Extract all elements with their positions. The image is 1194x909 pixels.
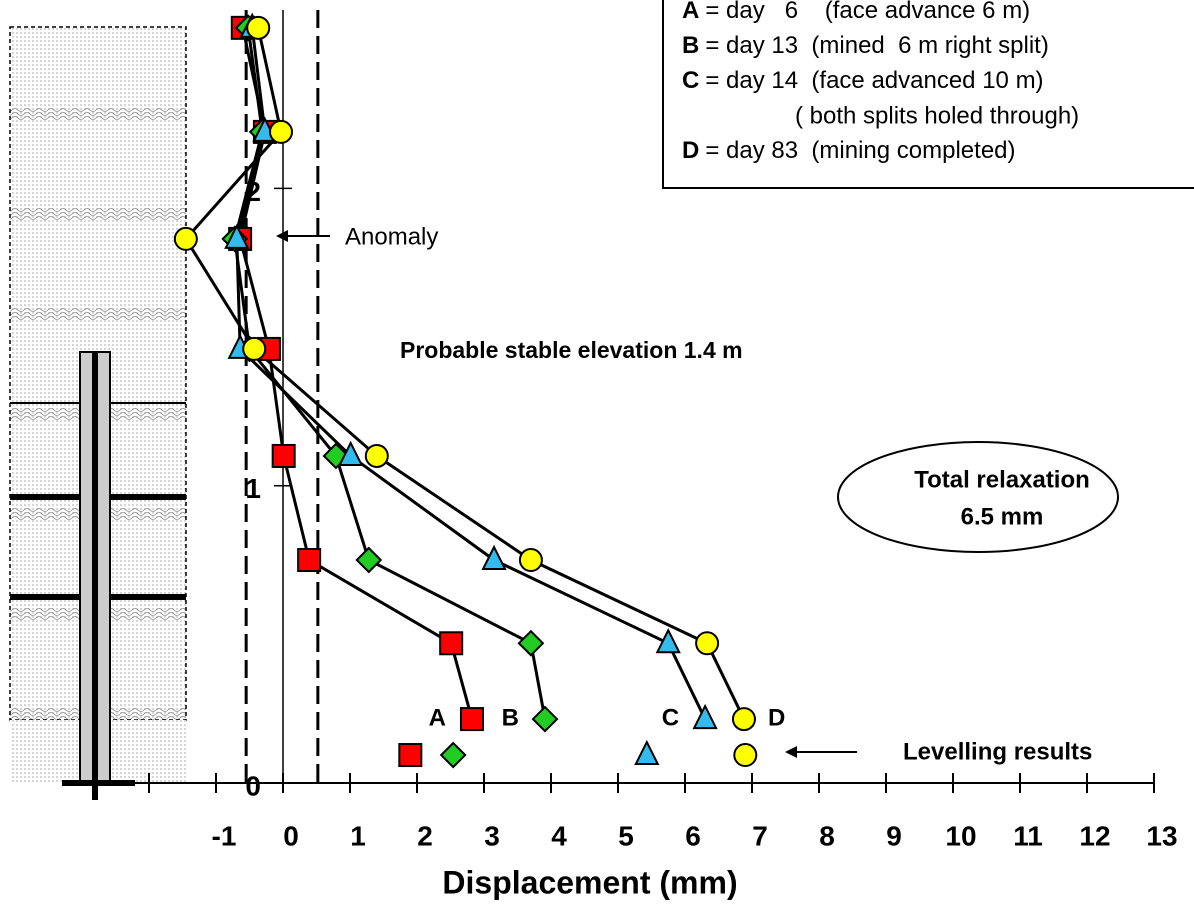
x-tick-label: 0 xyxy=(283,820,299,851)
marker xyxy=(459,707,484,732)
marker xyxy=(518,548,543,573)
legend-entry: A = day 6 (face advance 6 m) xyxy=(682,0,1030,24)
marker xyxy=(439,631,464,656)
x-tick-label: 12 xyxy=(1079,820,1110,851)
annotation: Total relaxation xyxy=(914,466,1090,493)
series-line xyxy=(233,27,547,720)
x-tick-label: 13 xyxy=(1146,820,1177,851)
x-tick-label: 7 xyxy=(752,820,768,851)
x-tick-label: 2 xyxy=(417,820,433,851)
marker xyxy=(655,628,681,654)
marker xyxy=(173,226,198,251)
legend: A = day 6 (face advance 6 m)B = day 13 (mi… xyxy=(682,0,1049,164)
marker xyxy=(531,705,559,733)
annotation: Probable stable elevation 1.4 m xyxy=(400,337,743,363)
x-tick-label: 1 xyxy=(350,820,366,851)
marker xyxy=(338,440,364,466)
legend-key: B xyxy=(682,32,699,59)
legend-text: = day 14 (face advanced 10 m) xyxy=(705,67,1043,94)
marker xyxy=(246,15,271,40)
marker xyxy=(364,443,389,468)
x-tick-label: 6 xyxy=(685,820,701,851)
marker xyxy=(695,631,720,656)
x-tick-label: -1 xyxy=(212,820,237,851)
marker xyxy=(517,629,545,657)
marker xyxy=(692,703,718,730)
x-tick-label: 10 xyxy=(945,820,976,851)
arrow-head xyxy=(785,746,797,758)
x-tick-label: 3 xyxy=(484,820,500,851)
legend-box xyxy=(662,0,1194,189)
levelling-marker xyxy=(398,743,423,768)
levelling-marker xyxy=(733,743,758,768)
y-tick-label: 1 xyxy=(245,473,261,504)
legend-key: C xyxy=(682,67,699,94)
x-tick-label: 5 xyxy=(618,820,634,851)
levelling-marker xyxy=(439,741,467,769)
series-label: A xyxy=(429,704,446,731)
legend-text: = day 13 (mined 6 m right split) xyxy=(705,32,1048,59)
legend-entry: C = day 14 (face advanced 10 m) xyxy=(682,67,1044,94)
marker xyxy=(355,546,383,574)
legend-entry: D = day 83 (mining completed) xyxy=(682,137,1016,164)
legend-note: ( both splits holed through) xyxy=(795,102,1079,129)
marker xyxy=(481,544,507,571)
legend-key: D xyxy=(682,137,699,164)
arrow-head xyxy=(276,230,288,242)
legend-key: A xyxy=(682,0,699,24)
levelling-marker xyxy=(634,739,660,766)
x-tick-label: 11 xyxy=(1013,820,1043,851)
legend-text: = day 83 (mining completed) xyxy=(705,137,1015,164)
annotation: Anomaly xyxy=(345,223,438,250)
marker xyxy=(322,442,350,470)
marker xyxy=(268,119,293,144)
series-line xyxy=(183,27,746,720)
marker xyxy=(731,707,756,732)
marker xyxy=(242,336,267,361)
legend-entry: B = day 13 (mined 6 m right split) xyxy=(682,32,1049,59)
x-tick-label: 8 xyxy=(819,820,835,851)
marker xyxy=(271,443,296,468)
levelling-label: Levelling results xyxy=(903,738,1092,765)
borehole-diagram xyxy=(9,26,187,800)
x-axis-title: Displacement (mm) xyxy=(442,864,737,900)
marker xyxy=(224,223,250,249)
x-tick-label: 9 xyxy=(886,820,902,851)
series-label: B xyxy=(502,704,519,731)
marker xyxy=(297,548,322,573)
legend-text: = day 6 (face advance 6 m) xyxy=(705,0,1030,24)
annotation: 6.5 mm xyxy=(961,503,1044,530)
annotation-ellipse xyxy=(837,441,1119,553)
x-tick-label: 4 xyxy=(551,820,567,851)
series-label: D xyxy=(768,704,785,731)
series-line xyxy=(235,27,707,720)
y-tick-label: 0 xyxy=(245,770,261,801)
series-label: C xyxy=(662,704,679,731)
